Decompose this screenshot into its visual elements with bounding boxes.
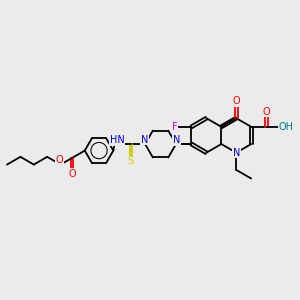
Text: N: N [172,135,180,145]
Text: O: O [55,155,63,165]
Text: O: O [68,169,76,179]
Text: N: N [172,135,180,145]
Text: O: O [232,96,240,106]
Text: OH: OH [279,122,294,132]
Text: O: O [263,107,271,117]
Text: N: N [141,135,148,145]
Text: HN: HN [110,135,124,145]
Text: S: S [128,156,134,166]
Text: F: F [172,122,177,132]
Text: N: N [232,148,240,158]
